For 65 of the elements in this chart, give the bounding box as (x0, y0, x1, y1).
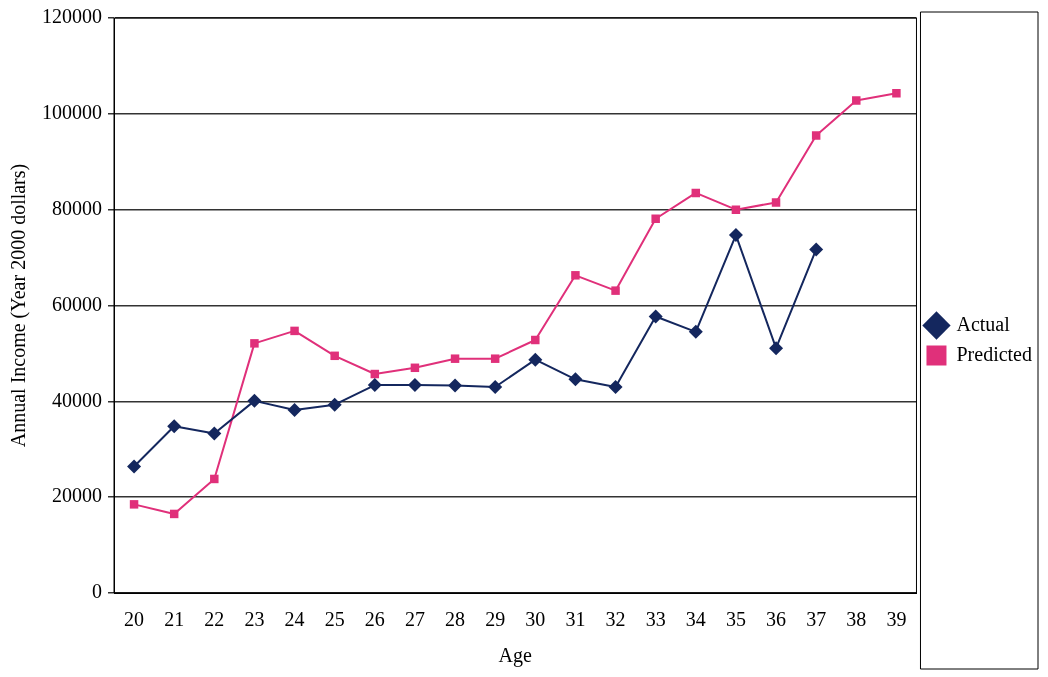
point (811, 131, 821, 140)
x-tick-label: 36 (766, 608, 787, 631)
y-tick-label: 120000 (42, 5, 102, 28)
point (531, 335, 540, 345)
point (488, 379, 503, 394)
point (327, 397, 342, 412)
x-tick-label: 29 (485, 608, 506, 631)
point (207, 426, 222, 441)
point (127, 459, 142, 474)
point (731, 205, 741, 214)
point (568, 372, 583, 387)
point (490, 354, 500, 363)
x-tick-label: 35 (725, 608, 746, 631)
point (648, 309, 663, 324)
point (448, 378, 463, 393)
x-tick-label: 25 (324, 608, 345, 631)
y-tick-label: 0 (92, 580, 102, 603)
point (771, 198, 781, 207)
point (892, 88, 901, 98)
x-axis-title: Age (498, 644, 533, 668)
point (852, 96, 861, 105)
x-tick-label: 30 (525, 608, 546, 631)
x-tick-label: 32 (605, 608, 626, 631)
x-tick-label: 34 (685, 608, 706, 631)
x-tick-label: 38 (846, 608, 867, 631)
point (809, 242, 824, 257)
point (769, 341, 784, 356)
point (210, 474, 219, 484)
legend-label: Actual (956, 312, 1011, 335)
x-tick-label: 31 (565, 608, 586, 631)
legend-label: Predicted (956, 342, 1032, 365)
x-tick-label: 24 (284, 608, 305, 631)
point (290, 326, 299, 336)
point (450, 354, 460, 363)
x-tick-label: 23 (244, 608, 265, 631)
point (608, 379, 623, 394)
y-tick-label: 80000 (52, 196, 102, 219)
point (367, 378, 382, 393)
point (247, 393, 262, 408)
y-tick-label: 60000 (52, 292, 102, 315)
point (728, 228, 743, 243)
point (407, 378, 422, 393)
x-tick-label: 26 (364, 608, 385, 631)
x-tick-label: 22 (204, 608, 225, 631)
point (688, 324, 703, 339)
x-tick-label: 39 (886, 608, 907, 631)
y-axis-title: Annual Income (Year 2000 dollars) (7, 163, 31, 448)
point (611, 286, 620, 295)
x-tick-label: 20 (124, 608, 145, 631)
point (651, 214, 660, 224)
point (330, 351, 339, 361)
point (287, 402, 302, 417)
point (571, 271, 580, 280)
x-tick-label: 21 (164, 608, 185, 631)
point (250, 339, 259, 348)
y-tick-label: 40000 (52, 388, 102, 411)
x-tick-label: 27 (404, 608, 425, 631)
point (129, 500, 139, 509)
y-tick-label: 100000 (42, 101, 102, 124)
point (528, 352, 543, 367)
x-tick-label: 33 (645, 608, 666, 631)
point (167, 419, 182, 434)
y-tick-label: 20000 (52, 484, 102, 507)
x-tick-label: 28 (445, 608, 466, 631)
x-tick-label: 37 (806, 608, 827, 631)
